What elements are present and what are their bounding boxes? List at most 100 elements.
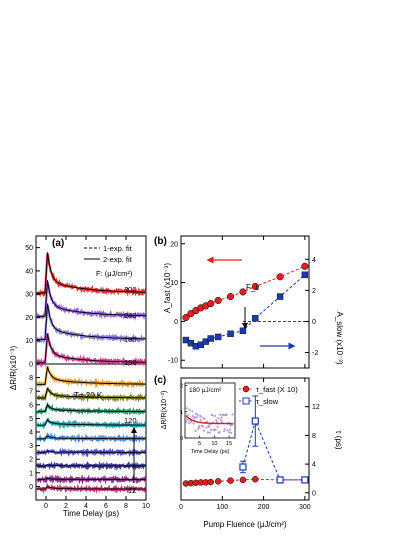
inset-data-point — [196, 413, 199, 416]
b-aslow-point — [301, 271, 309, 279]
inset-data-point — [185, 420, 188, 423]
trace-label-150: 150 — [124, 358, 137, 367]
inset-data-point — [206, 431, 209, 434]
inset-data-point — [208, 431, 211, 434]
inset-data-point — [221, 420, 224, 423]
c-xtick-label: 300 — [299, 504, 311, 511]
inset-data-point — [215, 421, 218, 424]
inset-data-point — [231, 413, 234, 416]
c-tslow-point — [251, 417, 259, 425]
a-ytick-lower-label: 4 — [29, 430, 33, 437]
inset-data-point — [188, 408, 191, 411]
lower-trace-fit-4 — [37, 435, 146, 440]
inset-data-point — [226, 429, 229, 432]
a-ytick-lower-label: 1 — [29, 470, 33, 477]
a-ytick-lower-label: 6 — [29, 402, 33, 409]
a-xtick-label: 0 — [44, 503, 48, 510]
inset-data-point — [225, 413, 228, 416]
b-ytick-left-label: 0 — [174, 319, 178, 326]
fluence-header: F: (μJ/cm²) — [96, 269, 133, 278]
inset-data-point — [216, 425, 219, 428]
lower-trace-fit-1 — [37, 387, 146, 399]
inset-data-point — [218, 430, 221, 434]
lower-trace-fit-5 — [37, 450, 146, 453]
c-tslow-point — [276, 476, 284, 484]
panel-c-ylabel: τ (ps) — [334, 430, 343, 449]
inset-data-point — [211, 414, 214, 417]
panel-b-label: (b) — [154, 236, 167, 247]
inset-data-point — [208, 425, 211, 428]
panel-c-label: (c) — [154, 375, 166, 386]
inset-data-point — [186, 418, 189, 421]
panel-b-ylabel-right: A_slow (x10⁻³) — [335, 311, 344, 364]
inset-data-point — [219, 413, 222, 416]
b-afast-point — [301, 262, 309, 270]
a-ytick-upper-label: 30 — [25, 292, 33, 299]
inset-label: 180 μJ/cm² — [189, 387, 222, 394]
inset-frame — [184, 382, 236, 439]
c-tfast-point — [252, 475, 259, 483]
c-tfast-point — [207, 478, 214, 486]
inset-data-point — [223, 427, 226, 430]
upper-trace-fit-2 — [37, 303, 146, 341]
c-tslow-point — [239, 463, 247, 471]
range-top-label: 120 — [124, 416, 137, 425]
panel-a-label: (a) — [52, 238, 64, 249]
inset-data-point — [190, 420, 193, 424]
panel-b-frame — [180, 235, 310, 369]
inset-data-point — [203, 417, 206, 420]
b-aslow-point — [239, 327, 247, 334]
trace-label-240: 240 — [124, 311, 137, 320]
a-ytick-upper-label: 40 — [25, 268, 33, 275]
b-ytick-right-label: 2 — [312, 288, 316, 295]
panel-a-xlabel: Time Delay (ps) — [63, 509, 119, 518]
inset-data-point — [228, 431, 231, 434]
panel-c-frame — [180, 377, 310, 501]
inset-ytick-label: 2 — [180, 384, 183, 390]
inset-data-point — [193, 416, 196, 419]
inset-xtick-label: 5 — [198, 441, 201, 447]
b-aslow-point — [252, 315, 259, 322]
inset-data-point — [194, 429, 197, 432]
b-afast-point — [226, 293, 235, 301]
a-ytick-lower-label: 3 — [29, 443, 33, 450]
inset-data-point — [191, 415, 195, 418]
panel-a-lower-traces — [35, 365, 147, 495]
legend-1exp-label: 1-exp. fit — [103, 244, 133, 253]
inset-data-point — [217, 417, 220, 420]
b-afast-point — [182, 313, 190, 322]
inset-data-point — [199, 419, 202, 422]
panel-a-upper-traces — [35, 252, 147, 368]
c-tfast-point — [227, 477, 234, 484]
a-xtick-label: 4 — [84, 503, 88, 510]
b-ytick-right-label: 4 — [312, 257, 316, 264]
b-ytick-left-label: -10 — [168, 358, 178, 365]
inset-data-point — [205, 426, 208, 429]
upper-trace-fit-0 — [37, 252, 146, 294]
b-afast-point — [251, 282, 259, 291]
panel-b-plot: -10 0 10 20 -2 0 2 4 — [168, 236, 318, 368]
c-xtick-label: 100 — [216, 504, 228, 511]
c-tfast-point — [239, 476, 247, 484]
b-aslow-point — [276, 293, 284, 300]
b-afast-point — [276, 273, 284, 281]
c-tfast-point — [214, 478, 222, 485]
c-ytick-label: 8 — [312, 433, 316, 440]
inset-data-point — [215, 419, 218, 422]
legend-tfast-label: τ_fast (X 10) — [256, 385, 298, 394]
inset-xtick-label: 15 — [226, 441, 232, 447]
inset-plot: 5 10 15 0 1 2 — [180, 384, 235, 447]
legend-2exp-label: 2-exp. fit — [103, 255, 133, 264]
b-ytick-left-label: 10 — [170, 280, 178, 287]
inset-data-point — [214, 428, 217, 431]
a-ytick-upper-label: 50 — [25, 245, 33, 252]
inset-data-point — [192, 422, 195, 425]
b-ytick-right-label: 0 — [312, 319, 316, 326]
inset-data-point — [186, 407, 189, 410]
a-xtick-label: 10 — [142, 503, 150, 510]
upper-trace-fit-3 — [37, 333, 146, 364]
